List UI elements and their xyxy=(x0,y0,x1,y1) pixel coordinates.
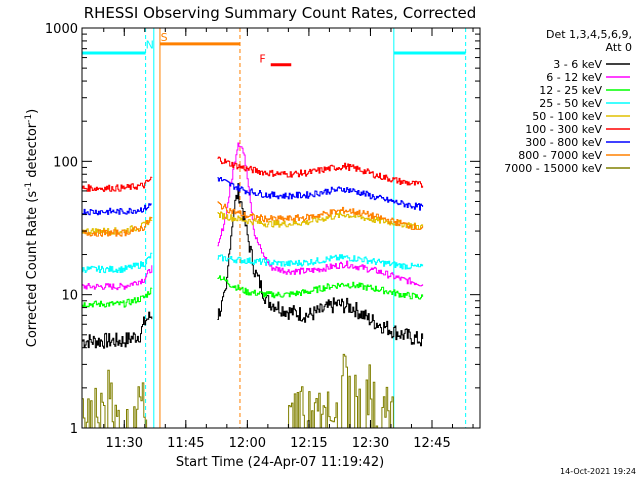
legend-label-3: 25 - 50 keV xyxy=(539,97,602,110)
legend-label-8: 7000 - 15000 keV xyxy=(504,162,602,175)
series-line-0-1 xyxy=(217,183,424,347)
series-line-8-0 xyxy=(82,369,148,428)
plot-area: NS F xyxy=(82,28,467,428)
chart-title: RHESSI Observing Summary Count Rates, Co… xyxy=(84,4,477,22)
legend-label-1: 6 - 12 keV xyxy=(546,71,602,84)
series-line-7-0 xyxy=(82,217,153,237)
series-line-2-1 xyxy=(217,275,424,300)
x-tick-label-3: 12:15 xyxy=(290,436,327,451)
y-tick-label-3: 1000 xyxy=(45,22,78,37)
series-line-0-0 xyxy=(82,311,153,349)
timestamp: 14-Oct-2021 19:24 xyxy=(560,467,636,476)
series-line-6-1 xyxy=(217,177,424,211)
x-tick-label-1: 11:45 xyxy=(167,436,204,451)
x-tick-label-4: 12:30 xyxy=(352,436,389,451)
plot-frame xyxy=(81,27,481,429)
series-line-1-1 xyxy=(217,142,424,287)
x-tick-label-5: 12:45 xyxy=(413,436,450,451)
legend-label-6: 300 - 800 keV xyxy=(525,136,602,149)
series-line-5-1 xyxy=(217,156,424,188)
x-tick-label-2: 12:00 xyxy=(229,436,266,451)
series-line-3-1 xyxy=(217,254,424,270)
y-tick-label-1: 10 xyxy=(61,289,78,304)
series-line-8-1 xyxy=(287,353,394,428)
x-tick-label-0: 11:30 xyxy=(106,436,143,451)
y-axis-label-sup1: -1 xyxy=(24,182,34,191)
annotation-s: S xyxy=(161,31,168,44)
legend-label-0: 3 - 6 keV xyxy=(553,58,602,71)
legend-header-detectors: Det 1,3,4,5,6,9, xyxy=(546,28,632,41)
legend-label-7: 800 - 7000 keV xyxy=(518,149,602,162)
y-axis-label-main: Corrected Count Rate (s xyxy=(25,191,40,348)
legend-label-4: 50 - 100 keV xyxy=(532,110,602,123)
annotation-n: N xyxy=(146,39,154,52)
series-line-2-0 xyxy=(82,287,153,308)
y-tick-label-0: 1 xyxy=(70,422,78,437)
y-tick-label-2: 100 xyxy=(53,155,78,170)
y-axis-label: Corrected Count Rate (s-1 detector-1) xyxy=(24,109,40,347)
series-line-5-0 xyxy=(82,176,153,192)
series-line-1-0 xyxy=(82,265,153,291)
series-line-4-1 xyxy=(217,211,424,230)
series-line-3-0 xyxy=(82,252,153,274)
legend-header-attenuator: Att 0 xyxy=(606,41,632,54)
series-line-7-1 xyxy=(217,201,424,230)
y-axis-label-end: ) xyxy=(25,109,40,114)
y-axis-label-mid: detector xyxy=(25,122,40,182)
annotation-f: F xyxy=(259,53,265,66)
legend-label-5: 100 - 300 keV xyxy=(525,123,602,136)
y-axis-label-sup2: -1 xyxy=(24,114,34,123)
series-line-6-0 xyxy=(82,203,152,216)
x-axis-label: Start Time (24-Apr-07 11:19:42) xyxy=(176,455,384,470)
legend-label-2: 12 - 25 keV xyxy=(539,84,602,97)
